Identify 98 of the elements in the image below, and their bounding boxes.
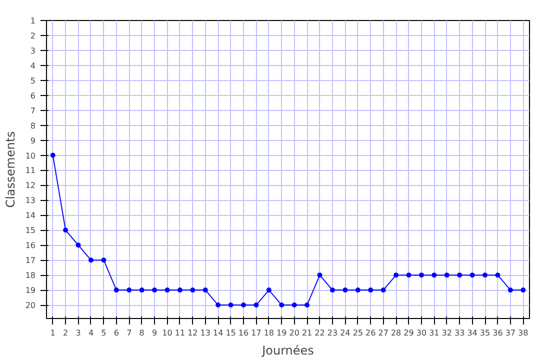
x-tick-label: 21 (302, 328, 312, 338)
x-tick-label: 18 (264, 328, 274, 338)
y-axis-title: Classements (3, 131, 18, 208)
y-tick-label: 1 (30, 16, 36, 26)
x-tick-label: 36 (492, 328, 503, 338)
y-tick-label: 9 (30, 136, 36, 146)
y-tick-label: 17 (25, 256, 36, 266)
x-tick-label: 17 (251, 328, 262, 338)
x-tick-label: 12 (188, 328, 198, 338)
point (520, 288, 526, 293)
y-tick-label: 12 (25, 181, 36, 190)
point (241, 302, 246, 308)
point (50, 152, 56, 158)
x-tick-label: 19 (276, 328, 287, 338)
y-tick-label: 15 (25, 226, 36, 236)
x-tick-label: 34 (467, 328, 478, 338)
x-tick-label: 20 (289, 328, 300, 338)
point (279, 302, 284, 308)
y-tick-label: 16 (25, 241, 36, 250)
x-tick-label: 8 (139, 328, 144, 338)
x-tick-label: 16 (238, 328, 249, 338)
point (470, 272, 475, 278)
x-tick-label: 5 (101, 328, 106, 338)
y-tick-label: 2 (30, 31, 36, 40)
x-tick-label: 33 (454, 328, 465, 338)
point (355, 288, 360, 293)
point (152, 288, 158, 293)
x-axis-title: Journées (261, 344, 314, 358)
x-tick-label: 29 (404, 328, 414, 338)
y-tick-label: 10 (25, 151, 36, 160)
point (482, 272, 488, 278)
point (394, 272, 399, 278)
point (406, 272, 412, 278)
point (457, 272, 462, 278)
x-tick-label: 27 (378, 328, 388, 338)
point (63, 228, 68, 233)
point (76, 242, 81, 248)
y-tick-label: 7 (30, 106, 36, 116)
x-tick-label: 2 (63, 328, 68, 338)
x-tick-label: 35 (480, 328, 490, 338)
point (228, 302, 234, 308)
y-tick-label: 11 (25, 166, 36, 176)
point (330, 288, 335, 293)
point (266, 288, 272, 293)
x-tick-label: 22 (314, 328, 325, 338)
point (190, 288, 196, 293)
point (508, 288, 513, 293)
point (432, 272, 437, 278)
x-tick-label: 3 (76, 328, 81, 338)
point (380, 288, 386, 293)
point (444, 272, 450, 278)
x-tick-label: 32 (442, 328, 452, 338)
x-tick-label: 9 (152, 328, 158, 338)
x-tick-label: 1 (50, 328, 56, 338)
x-tick-label: 37 (505, 328, 516, 338)
x-tick-label: 24 (340, 328, 350, 338)
x-tick-label: 4 (88, 328, 94, 338)
x-tick-label: 11 (174, 328, 186, 338)
y-tick-label: 18 (25, 271, 36, 280)
point (202, 288, 208, 293)
point (177, 288, 182, 293)
point (88, 258, 94, 263)
x-tick-label: 25 (352, 328, 364, 338)
point (368, 288, 374, 293)
point (495, 272, 500, 278)
y-tick-label: 5 (30, 76, 36, 86)
y-tick-label: 6 (30, 91, 36, 100)
point (317, 272, 322, 278)
x-tick-label: 26 (366, 328, 376, 338)
x-tick-label: 14 (213, 328, 224, 338)
point (164, 288, 170, 293)
x-tick-label: 30 (416, 328, 427, 338)
point (418, 272, 424, 278)
y-tick-label: 13 (25, 196, 36, 206)
y-tick-label: 19 (25, 286, 36, 296)
point (292, 302, 297, 308)
x-tick-label: 23 (327, 328, 338, 338)
y-tick-label: 8 (30, 121, 36, 130)
point (114, 288, 119, 293)
point (304, 302, 310, 308)
x-tick-label: 31 (429, 328, 440, 338)
point (139, 288, 144, 293)
y-tick-label: 4 (30, 61, 36, 70)
y-tick-label: 14 (25, 211, 36, 220)
x-tick-label: 10 (162, 328, 172, 338)
point (216, 302, 221, 308)
x-tick-label: 38 (518, 328, 528, 338)
y-tick-label: 3 (30, 46, 36, 56)
x-tick-label: 13 (200, 328, 210, 338)
x-tick-label: 7 (126, 328, 132, 338)
y-tick-label: 20 (25, 301, 36, 310)
point (126, 288, 132, 293)
x-tick-label: 28 (390, 328, 402, 338)
point (101, 258, 106, 263)
x-tick-label: 6 (114, 328, 119, 338)
point (342, 288, 348, 293)
point (254, 302, 259, 308)
x-tick-label: 15 (226, 328, 236, 338)
